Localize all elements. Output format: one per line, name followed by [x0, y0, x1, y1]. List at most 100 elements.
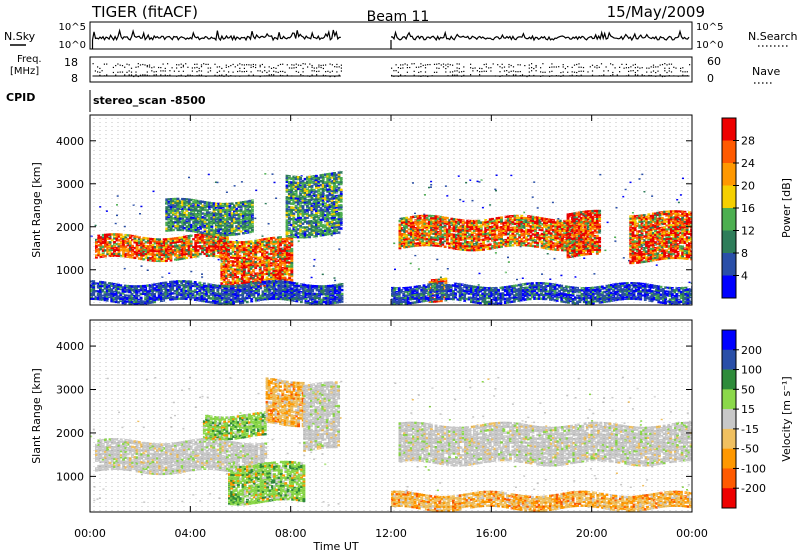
freq-dot: [536, 65, 537, 66]
freq-dot: [536, 70, 537, 71]
nave-tick-high: 60: [707, 55, 721, 68]
freq-dot: [253, 64, 254, 65]
freq-dot: [154, 66, 155, 67]
freq-dot: [325, 71, 326, 72]
freq-dot: [260, 66, 261, 67]
freq-dot: [601, 63, 602, 64]
freq-dot: [113, 67, 114, 68]
freq-dot: [312, 65, 313, 66]
freq-dot: [402, 67, 403, 68]
nave-tick-low: 0: [707, 72, 714, 85]
freq-dot: [214, 64, 215, 65]
freq-dot: [312, 67, 313, 68]
freq-dot: [612, 72, 613, 73]
freq-dot: [138, 63, 139, 64]
freq-dot: [481, 71, 482, 72]
freq-dot: [296, 67, 297, 68]
freq-dot: [316, 67, 317, 68]
freq-dot: [237, 71, 238, 72]
freq-dot: [235, 66, 236, 67]
freq-dot: [120, 71, 121, 72]
freq-dot: [262, 72, 263, 73]
freq-dot: [671, 71, 672, 72]
freq-dot: [459, 68, 460, 69]
freq-dot: [407, 64, 408, 65]
freq-dot: [657, 71, 658, 72]
freq-dot: [680, 70, 681, 71]
freq-dot: [524, 65, 525, 66]
freq-dot: [592, 65, 593, 66]
freq-dot: [651, 66, 652, 67]
freq-label-2: [MHz]: [10, 66, 39, 77]
freq-dot: [578, 71, 579, 72]
freq-dot: [545, 72, 546, 73]
freq-dot: [323, 68, 324, 69]
freq-dot: [330, 72, 331, 73]
freq-dot: [630, 66, 631, 67]
freq-dot: [619, 71, 620, 72]
freq-dot: [400, 74, 401, 75]
cpid-value: stereo_scan -8500: [93, 94, 206, 107]
nsky-label: N.Sky: [4, 30, 36, 43]
freq-dot: [124, 74, 125, 75]
freq-dot: [436, 72, 437, 73]
freq-dot: [233, 64, 234, 65]
freq-dot: [637, 70, 638, 71]
freq-dot: [617, 74, 618, 75]
freq-dot: [291, 68, 292, 69]
freq-dot: [303, 68, 304, 69]
freq-dot: [327, 71, 328, 72]
freq-dot: [244, 64, 245, 65]
freq-dot: [529, 71, 530, 72]
freq-dot: [305, 63, 306, 64]
freq-dot: [477, 70, 478, 71]
freq-dot: [321, 65, 322, 66]
freq-dot: [244, 68, 245, 69]
freq-dot: [529, 68, 530, 69]
freq-dot: [120, 65, 121, 66]
freq-dot: [669, 70, 670, 71]
freq-dot: [151, 67, 152, 68]
freq-dot: [154, 71, 155, 72]
freq-dot: [194, 64, 195, 65]
freq-dot: [635, 64, 636, 65]
freq-dot: [102, 70, 103, 71]
freq-dot: [95, 70, 96, 71]
freq-dot: [138, 66, 139, 67]
freq-dot: [293, 65, 294, 66]
freq-dot: [682, 71, 683, 72]
freq-dot: [248, 64, 249, 65]
freq-dot: [560, 72, 561, 73]
freq-dot: [398, 72, 399, 73]
freq-tick-high: 18: [64, 56, 78, 69]
freq-dot: [508, 72, 509, 73]
freq-dot: [135, 74, 136, 75]
freq-dot: [158, 67, 159, 68]
freq-dot: [420, 66, 421, 67]
freq-dot: [655, 72, 656, 73]
freq-dot: [273, 74, 274, 75]
freq-dot: [578, 63, 579, 64]
freq-dot: [147, 71, 148, 72]
freq-dot: [147, 65, 148, 66]
freq-dot: [334, 66, 335, 67]
freq-dot: [655, 66, 656, 67]
freq-dot: [106, 74, 107, 75]
freq-dot: [309, 63, 310, 64]
freq-dot: [470, 67, 471, 68]
freq-strip-frame: [90, 57, 692, 82]
freq-dot: [549, 71, 550, 72]
freq-dot: [450, 71, 451, 72]
freq-dot: [402, 64, 403, 65]
freq-dot: [606, 66, 607, 67]
freq-dot: [542, 72, 543, 73]
freq-dot: [185, 63, 186, 64]
freq-dot: [201, 66, 202, 67]
freq-dot: [192, 70, 193, 71]
freq-dot: [459, 63, 460, 64]
freq-dot: [400, 64, 401, 65]
freq-dot: [486, 66, 487, 67]
freq-dot: [434, 64, 435, 65]
noise-tick-high-right: 10^5: [696, 22, 723, 33]
freq-dot: [558, 66, 559, 67]
